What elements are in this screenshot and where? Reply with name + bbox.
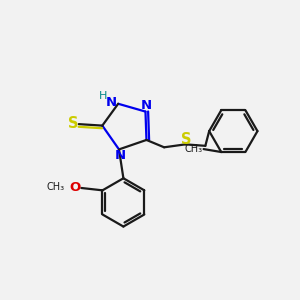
Text: N: N: [115, 149, 126, 162]
Text: O: O: [70, 181, 81, 194]
Text: S: S: [181, 132, 191, 147]
Text: H: H: [99, 91, 108, 100]
Text: N: N: [106, 96, 117, 109]
Text: N: N: [141, 99, 152, 112]
Text: CH₃: CH₃: [46, 182, 64, 192]
Text: CH₃: CH₃: [184, 144, 202, 154]
Text: S: S: [68, 116, 78, 131]
